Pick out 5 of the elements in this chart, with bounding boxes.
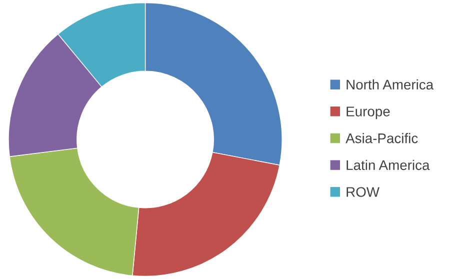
- legend-label: North America: [346, 79, 434, 90]
- legend-label: Europe: [346, 106, 390, 120]
- legend-label: ROW: [346, 187, 380, 197]
- legend-label: Asia-Pacific: [346, 133, 418, 144]
- legend-label: Latin America: [346, 160, 430, 170]
